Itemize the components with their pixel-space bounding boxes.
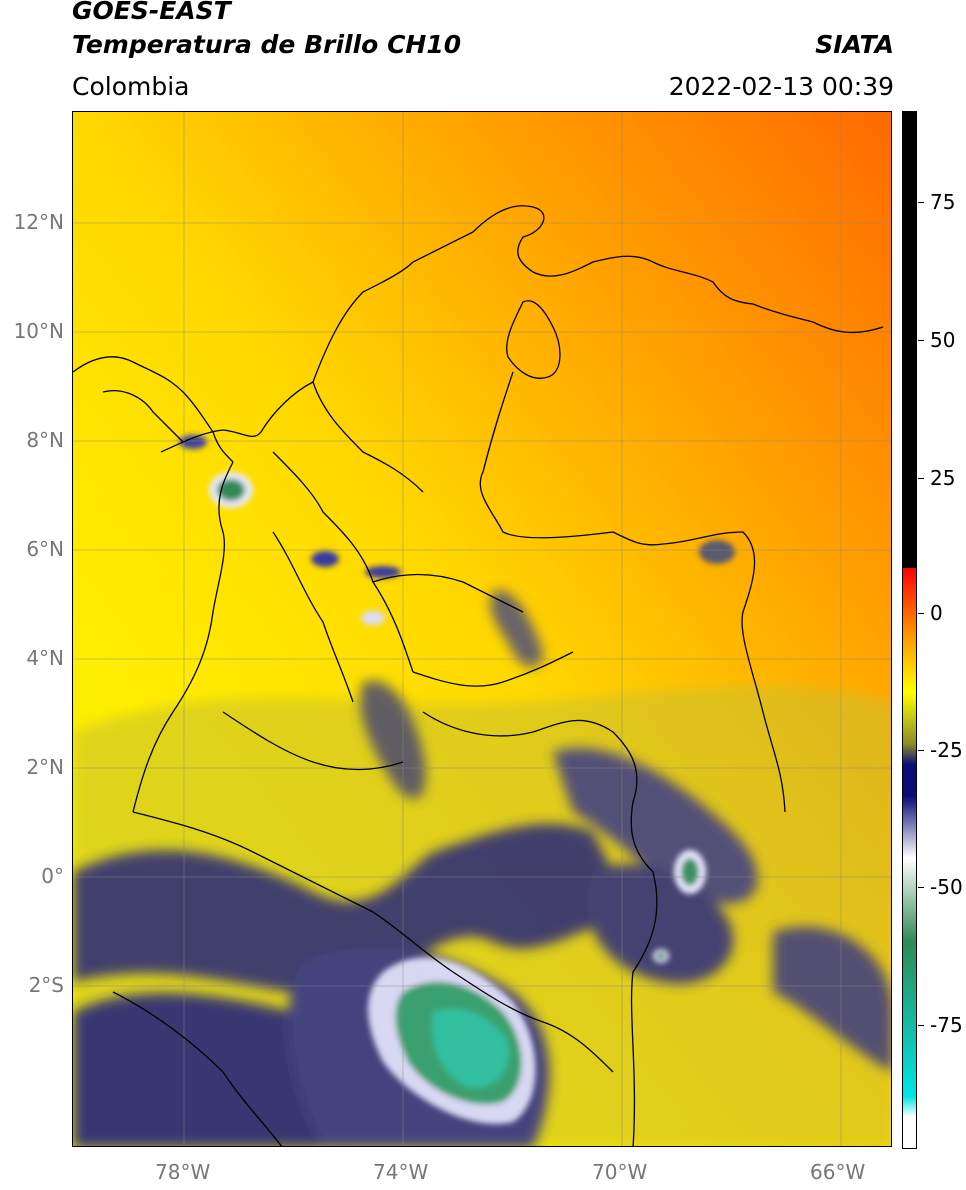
map-panel (72, 111, 892, 1147)
colorbar-label: -75 (930, 1013, 963, 1037)
colorbar-tick (918, 202, 924, 203)
colorbar-tick (918, 478, 924, 479)
lat-label-8n: 8°N (26, 428, 64, 452)
organization-label: SIATA (815, 30, 894, 59)
lat-label-2s: 2°S (28, 973, 64, 997)
region-label: Colombia (72, 72, 190, 101)
colorbar-label: 50 (930, 328, 956, 352)
datetime-label: 2022-02-13 00:39 (668, 72, 894, 101)
lon-label-74w: 74°W (373, 1160, 429, 1184)
colorbar-tick (918, 750, 924, 751)
colorbar-tick (918, 613, 924, 614)
brightness-temperature-map (73, 112, 891, 1146)
colorbar-tick (918, 1025, 924, 1026)
lat-label-4n: 4°N (26, 646, 64, 670)
lat-label-6n: 6°N (26, 537, 64, 561)
satellite-title: GOES-EAST (72, 0, 231, 25)
colorbar-label: 0 (930, 601, 943, 625)
product-title: Temperatura de Brillo CH10 (72, 30, 462, 59)
colorbar (902, 111, 917, 1149)
colorbar-tick (918, 340, 924, 341)
colorbar-label: 75 (930, 190, 956, 214)
lon-label-70w: 70°W (592, 1160, 648, 1184)
colorbar-label: -50 (930, 875, 963, 899)
lon-label-66w: 66°W (810, 1160, 866, 1184)
lat-label-2n: 2°N (26, 755, 64, 779)
colorbar-tick (918, 887, 924, 888)
lat-label-10n: 10°N (13, 319, 64, 343)
lat-label-12n: 12°N (13, 210, 64, 234)
boundaries (73, 205, 884, 1146)
lat-label-0: 0° (41, 864, 64, 888)
lon-label-78w: 78°W (155, 1160, 211, 1184)
colorbar-label: -25 (930, 738, 963, 762)
colorbar-label: 25 (930, 466, 956, 490)
